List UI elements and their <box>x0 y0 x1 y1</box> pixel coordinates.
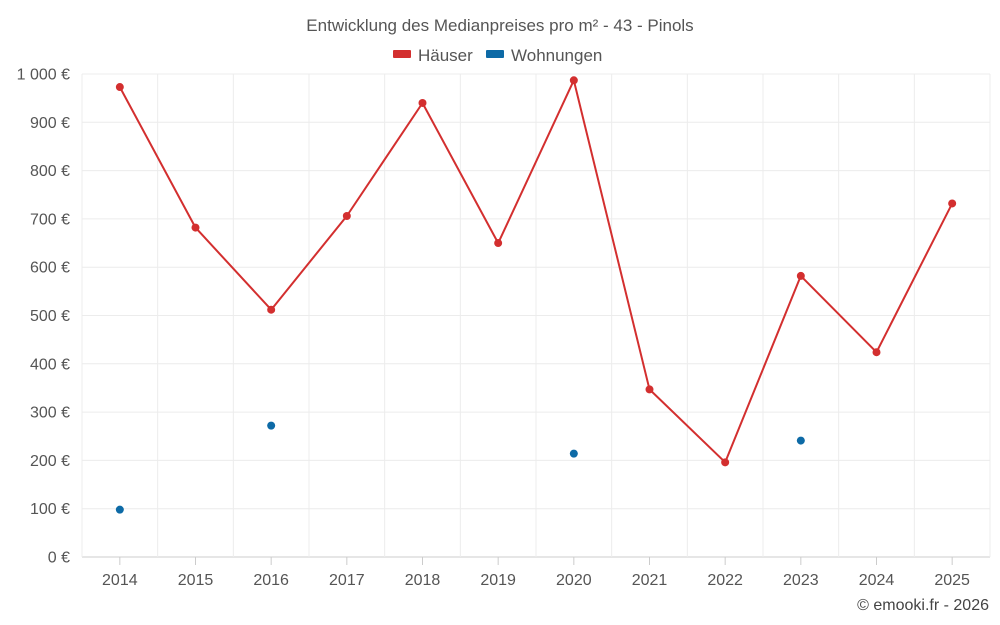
data-point-haeuser <box>342 212 351 221</box>
data-point-wohnungen <box>796 436 805 445</box>
data-point-haeuser <box>645 385 654 394</box>
credit-text: © emooki.fr - 2026 <box>857 597 989 614</box>
y-tick-label: 1 000 € <box>17 67 70 84</box>
y-tick-label: 800 € <box>30 163 70 180</box>
data-point-haeuser <box>418 98 427 107</box>
y-tick-label: 200 € <box>30 453 70 470</box>
x-tick-label: 2016 <box>253 572 289 589</box>
y-tick-label: 700 € <box>30 211 70 228</box>
y-tick-label: 100 € <box>30 501 70 518</box>
legend-item-wohnungen[interactable]: Wohnungen <box>486 46 602 65</box>
x-tick-label: 2017 <box>329 572 365 589</box>
legend-swatch-haeuser <box>393 50 411 58</box>
y-tick-label: 500 € <box>30 308 70 325</box>
x-tick-label: 2019 <box>480 572 516 589</box>
y-tick-label: 900 € <box>30 115 70 132</box>
x-tick-label: 2024 <box>859 572 895 589</box>
data-point-wohnungen <box>115 505 124 514</box>
legend-swatch-wohnungen <box>486 50 504 58</box>
data-point-haeuser <box>115 83 124 92</box>
legend-item-haeuser[interactable]: Häuser <box>393 46 473 65</box>
y-tick-label: 600 € <box>30 260 70 277</box>
data-point-haeuser <box>948 199 957 208</box>
data-point-haeuser <box>872 348 881 357</box>
chart-title: Entwicklung des Medianpreises pro m² - 4… <box>306 16 693 35</box>
data-point-haeuser <box>494 239 503 248</box>
legend-label-wohnungen: Wohnungen <box>511 46 602 65</box>
data-point-wohnungen <box>569 449 578 458</box>
legend-label-haeuser: Häuser <box>418 46 473 65</box>
series-layer <box>115 76 957 514</box>
data-point-wohnungen <box>267 421 276 430</box>
y-tick-label: 0 € <box>48 550 70 567</box>
y-tick-label: 300 € <box>30 405 70 422</box>
series-line-haeuser <box>118 79 954 464</box>
data-point-haeuser <box>191 223 200 232</box>
x-tick-label: 2023 <box>783 572 819 589</box>
x-tick-label: 2020 <box>556 572 592 589</box>
x-tick-label: 2014 <box>102 572 138 589</box>
x-tick-label: 2021 <box>632 572 668 589</box>
x-tick-label: 2018 <box>405 572 441 589</box>
x-tick-label: 2022 <box>707 572 743 589</box>
data-point-haeuser <box>569 76 578 85</box>
y-tick-label: 400 € <box>30 356 70 373</box>
x-axis: 2014 2015 2016 2017 2018 2019 2020 2021 2022 2023… <box>102 557 970 589</box>
x-tick-label: 2015 <box>178 572 214 589</box>
gridlines <box>81 73 991 558</box>
y-axis: 0 € 100 € 200 € 300 € 400 € 500 € 600 € 700 € 80… <box>17 67 70 567</box>
legend: Häuser Wohnungen <box>393 46 602 65</box>
data-point-haeuser <box>721 458 730 467</box>
x-tick-label: 2025 <box>934 572 970 589</box>
data-point-haeuser <box>267 305 276 314</box>
data-point-haeuser <box>796 271 805 280</box>
